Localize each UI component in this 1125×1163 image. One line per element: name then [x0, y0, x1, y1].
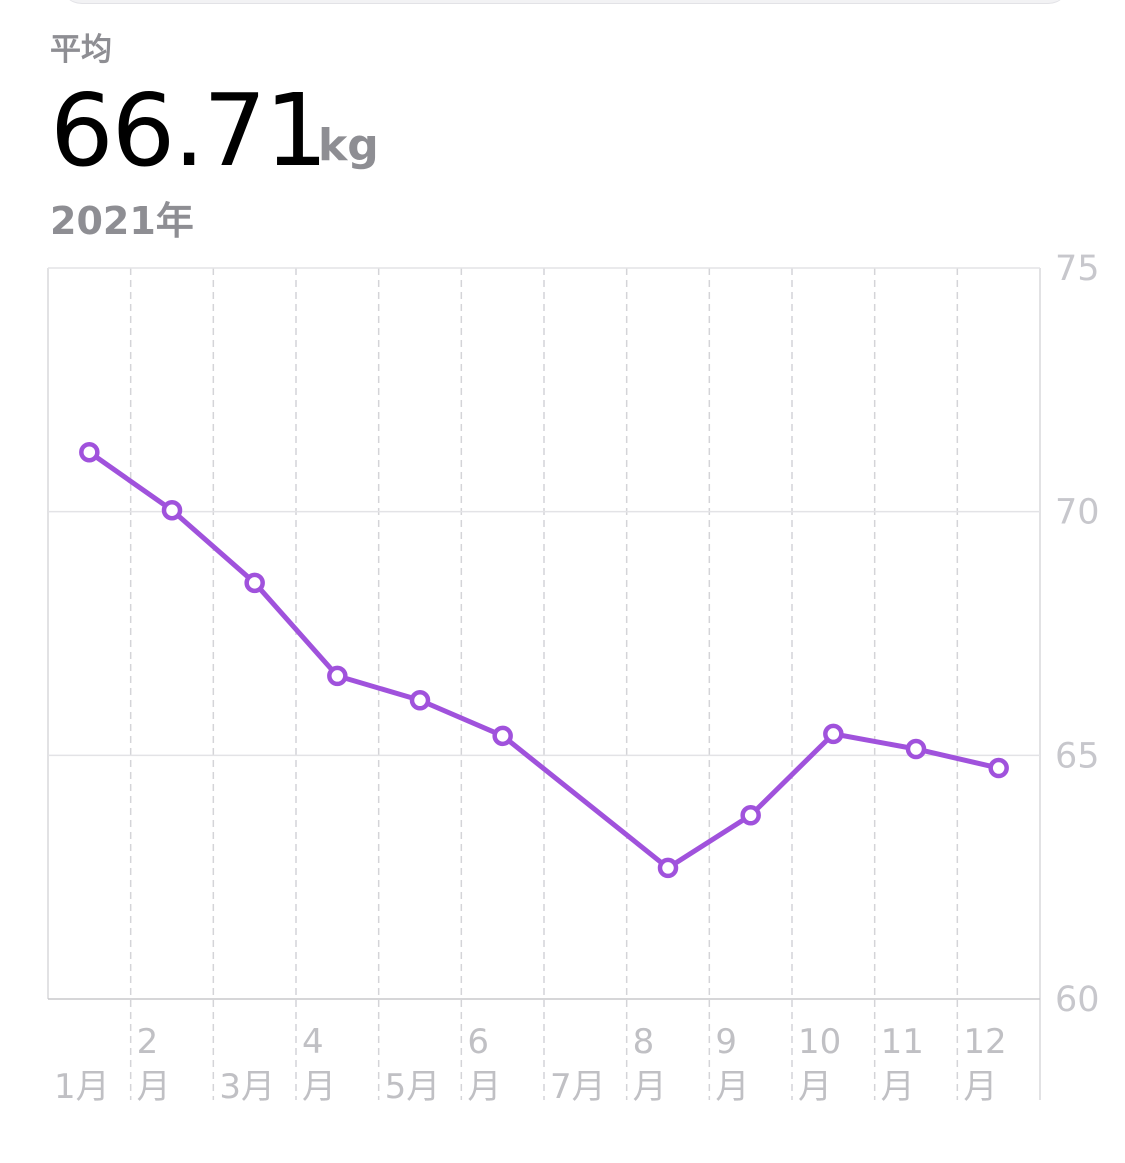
y-tick-label: 70 — [1055, 493, 1100, 533]
top-bar — [60, 0, 1070, 4]
stat-unit: kg — [318, 120, 379, 171]
x-tick-label: 2月 — [136, 1022, 171, 1107]
data-point — [823, 723, 844, 745]
data-point — [492, 725, 513, 747]
period: 2021年 — [50, 199, 194, 243]
stat-label: 平均 — [50, 32, 112, 68]
y-tick-label: 60 — [1055, 980, 1100, 1020]
line-segment — [913, 746, 1002, 771]
data-point — [409, 690, 431, 711]
line-segment — [748, 731, 836, 818]
x-tick-label: 6月 — [467, 1022, 502, 1107]
x-tick-label: 1月 — [54, 1067, 110, 1107]
data-point — [905, 738, 927, 760]
line-segment — [334, 673, 423, 703]
data-point — [988, 757, 1009, 779]
line-segment — [169, 507, 258, 586]
x-tick-label: 12月 — [963, 1022, 1007, 1107]
line-segment — [830, 731, 919, 752]
y-tick-label: 75 — [1055, 249, 1100, 289]
y-tick-label: 65 — [1055, 736, 1100, 776]
line-segment — [417, 697, 506, 739]
x-tick-label: 5月 — [384, 1067, 441, 1107]
line-segment — [252, 580, 340, 679]
data-point — [79, 441, 100, 463]
line-segment — [665, 812, 754, 871]
line-segment — [500, 733, 671, 871]
x-tick-label: 9月 — [715, 1022, 750, 1107]
x-tick-label: 3月 — [219, 1067, 275, 1107]
x-tick-label: 8月 — [632, 1022, 667, 1107]
x-tick-label: 11月 — [880, 1022, 924, 1107]
line-segment — [86, 449, 175, 513]
data-point — [161, 499, 183, 521]
data-point — [740, 805, 761, 826]
x-tick-label: 7月 — [550, 1067, 606, 1107]
data-point — [657, 857, 679, 879]
x-tick-label: 4月 — [302, 1022, 336, 1107]
data-point — [244, 572, 265, 594]
x-tick-label: 10月 — [798, 1022, 842, 1107]
stat-value: 66.71 — [50, 72, 328, 189]
data-point — [327, 665, 348, 687]
